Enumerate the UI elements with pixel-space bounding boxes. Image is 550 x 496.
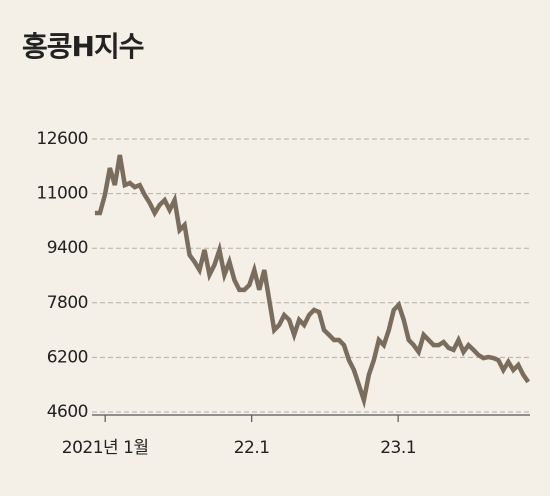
- x-tick-label: 2021년 1월: [62, 438, 149, 458]
- chart-title: 홍콩H지수: [22, 30, 144, 63]
- line-series: [94, 154, 531, 409]
- y-tick-label: 12600: [36, 129, 88, 149]
- x-tick-label: 22.1: [234, 438, 270, 458]
- y-tick-label: 7800: [47, 293, 88, 313]
- y-tick-label: 4600: [47, 402, 88, 422]
- y-tick-label: 11000: [36, 184, 88, 204]
- y-tick-label: 9400: [47, 238, 88, 258]
- y-tick-label: 6200: [47, 347, 88, 367]
- x-tick-label: 23.1: [380, 438, 416, 458]
